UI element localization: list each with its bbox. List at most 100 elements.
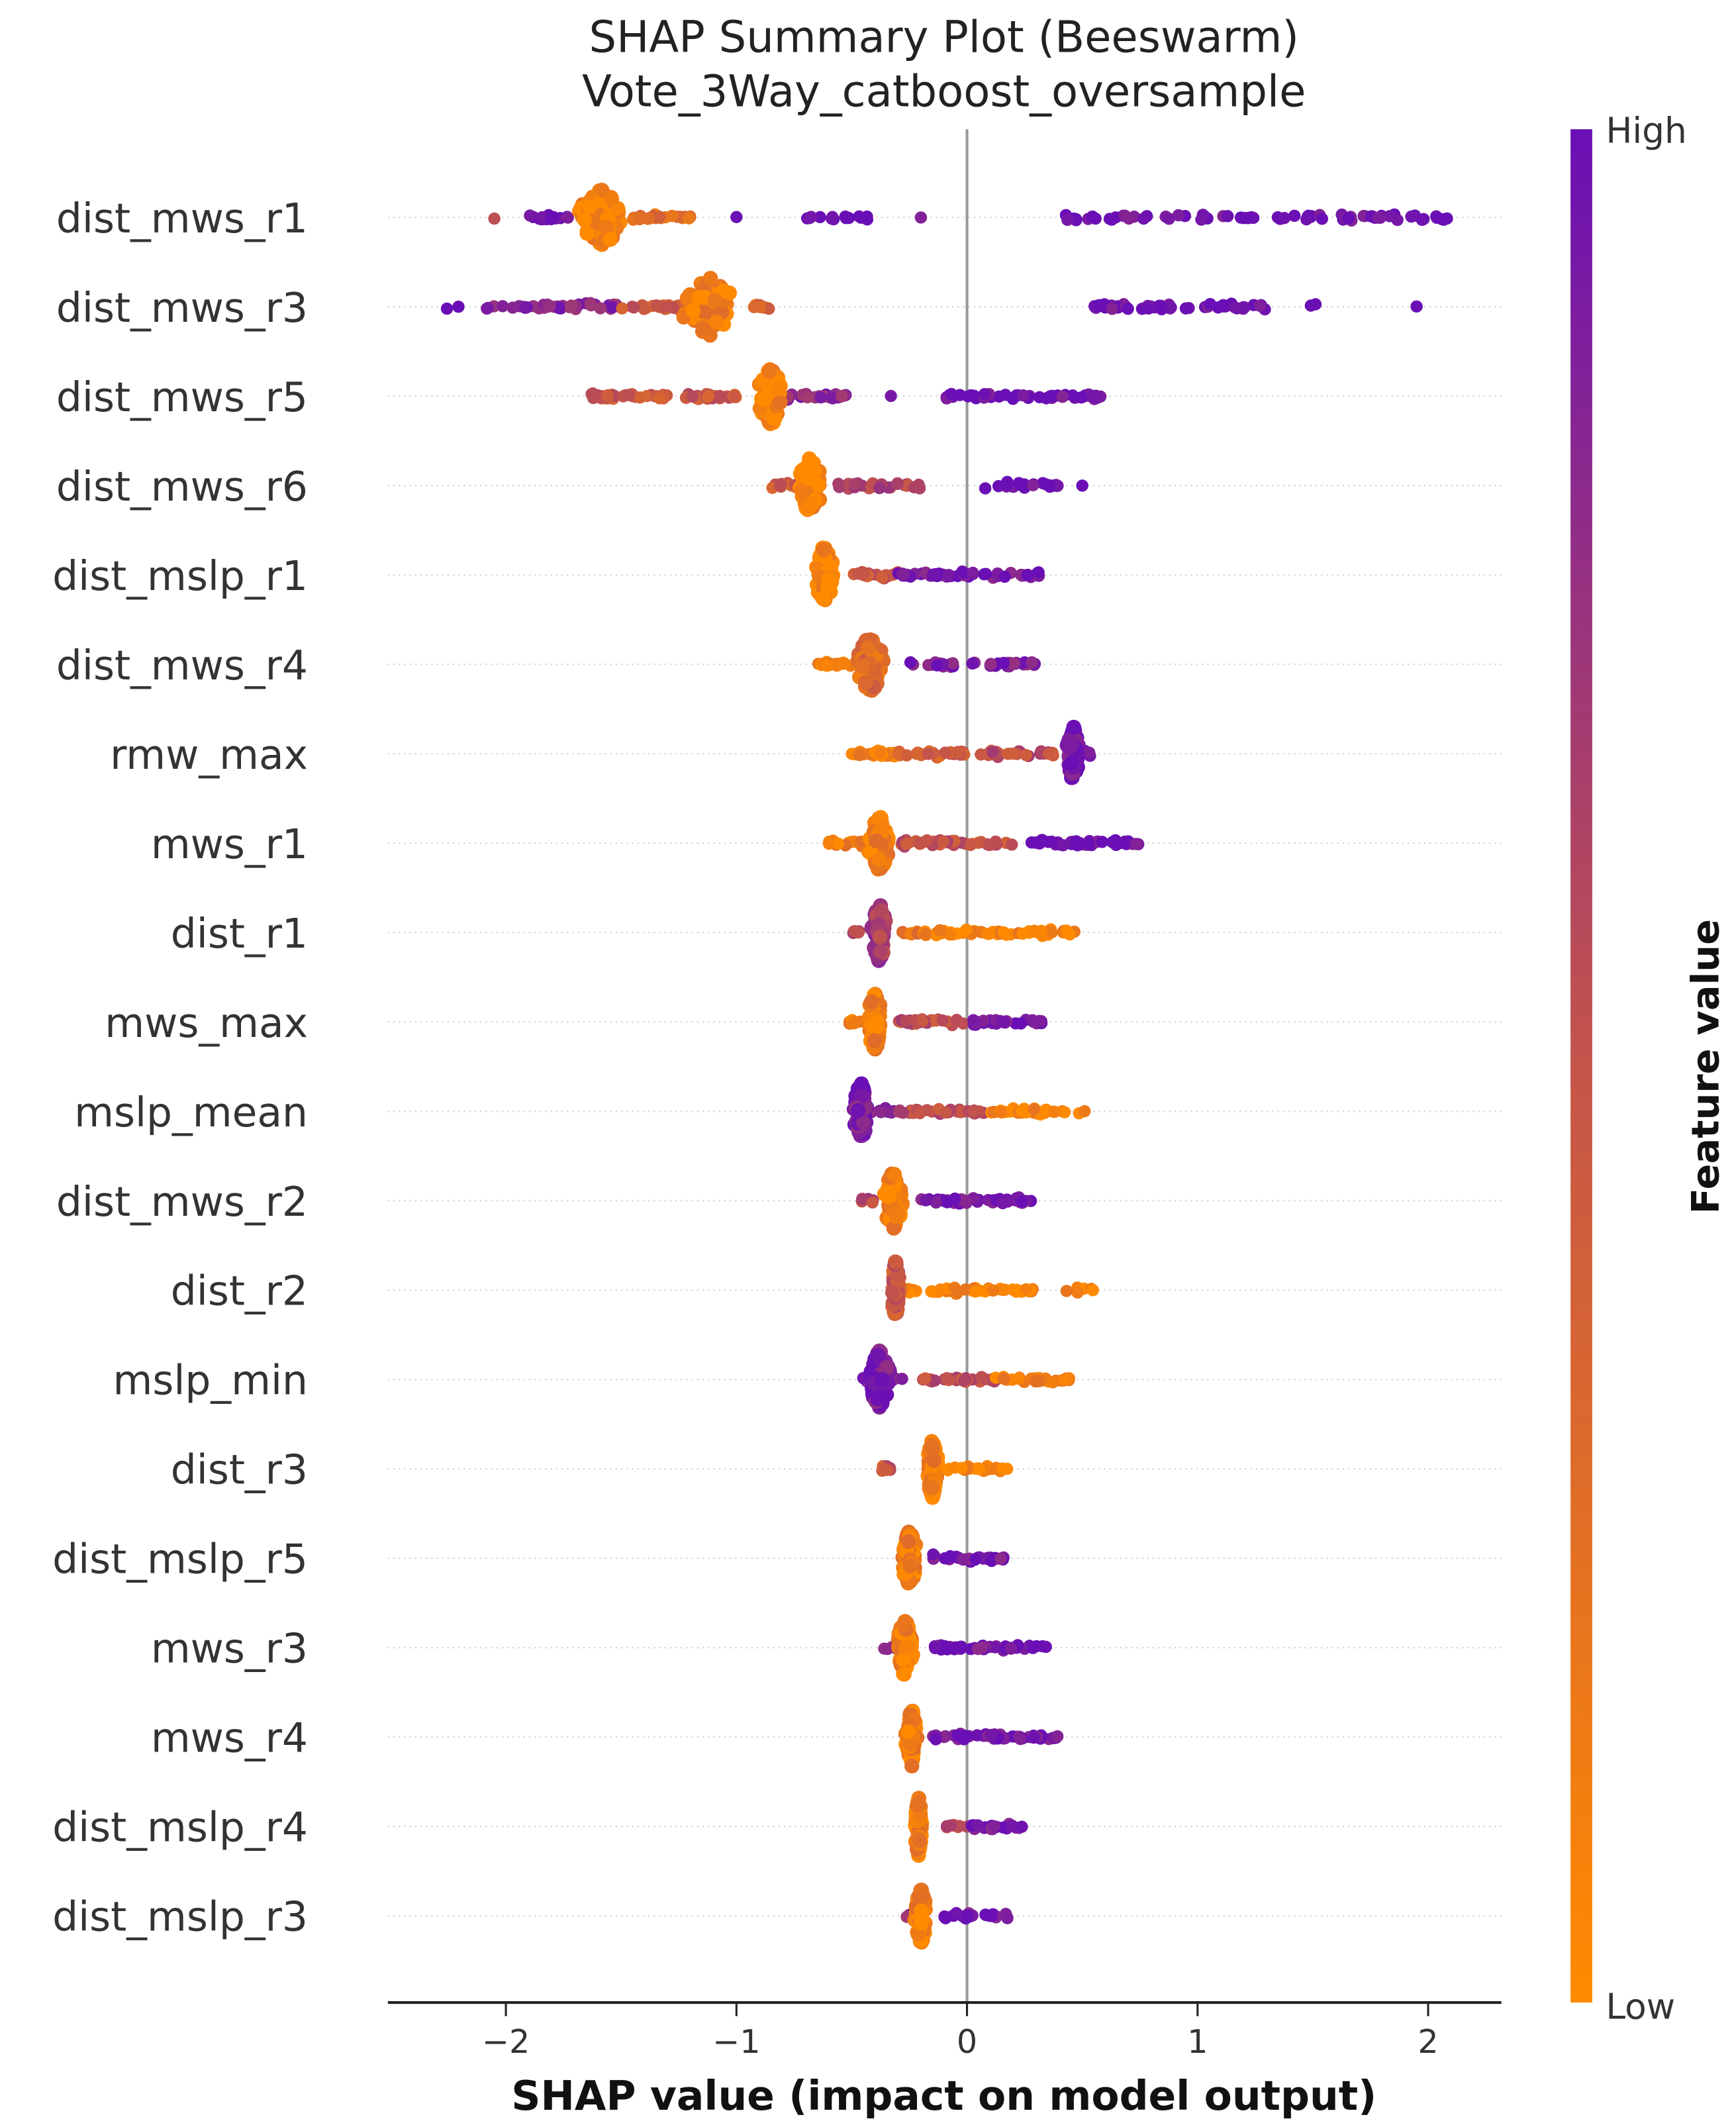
dot (872, 929, 888, 945)
dot (898, 1640, 914, 1656)
dot (869, 1018, 885, 1034)
dot (939, 746, 951, 759)
dot (1033, 391, 1046, 404)
dot (895, 1652, 911, 1667)
dot (685, 303, 701, 319)
dot (687, 390, 699, 403)
dot (1300, 213, 1313, 226)
dot (1005, 838, 1018, 851)
dot (440, 302, 454, 315)
dot (1016, 389, 1030, 402)
dot (946, 657, 959, 669)
feature-label: dist_r3 (171, 1447, 308, 1494)
dot (697, 304, 712, 320)
feature-swarm-dist_r3 (876, 1434, 1014, 1505)
dot (873, 481, 886, 495)
dot (967, 1014, 980, 1026)
dot (594, 302, 606, 315)
dot (987, 1284, 1000, 1297)
dot (803, 211, 816, 224)
dot (1048, 1105, 1061, 1118)
dot (1043, 480, 1057, 493)
dot (848, 924, 861, 938)
dot (870, 1348, 885, 1363)
dot (1179, 302, 1192, 315)
dot (916, 1014, 929, 1027)
dot (604, 191, 619, 207)
dot (996, 1462, 1009, 1475)
dot (481, 301, 494, 315)
dot (589, 391, 601, 404)
feature-swarm-rmw_max (845, 719, 1096, 785)
dot (904, 1758, 920, 1774)
feature-swarm-dist_mslp_r3 (900, 1882, 1014, 1950)
feature-label: dist_mslp_r4 (52, 1804, 308, 1852)
dot (867, 1033, 883, 1048)
feature-swarm-dist_r2 (885, 1254, 1099, 1322)
dot (1064, 756, 1079, 771)
dot (832, 477, 845, 490)
dot (921, 834, 934, 847)
colorbar-title: Feature value (1683, 919, 1727, 1214)
dot (869, 833, 884, 848)
dot (1056, 391, 1069, 403)
dot (1222, 210, 1234, 222)
dot (1026, 925, 1039, 938)
dot (1374, 211, 1386, 224)
x-tick-label: −1 (712, 2022, 760, 2061)
dot (924, 1480, 940, 1495)
dot (949, 1192, 961, 1205)
dot (943, 1550, 957, 1563)
dot (995, 1106, 1008, 1118)
dot (940, 1106, 952, 1119)
dot (911, 746, 924, 759)
dot (971, 1729, 984, 1742)
x-axis-ticks: −2 −1 0 1 2 (482, 2002, 1439, 2061)
dot (969, 1553, 982, 1565)
dot (824, 574, 840, 589)
feature-swarm-dist_mws_r1 (488, 182, 1453, 252)
dot (943, 928, 956, 941)
dot (853, 749, 866, 762)
dot (1090, 389, 1102, 402)
dot (942, 569, 955, 581)
dot (1106, 303, 1118, 315)
dot (853, 210, 865, 223)
dot (929, 1642, 941, 1655)
dot (951, 746, 964, 758)
dot (989, 1641, 1002, 1654)
dot (1086, 210, 1099, 223)
dot (997, 1283, 1010, 1297)
feature-label: dist_mws_r4 (56, 642, 308, 689)
dot (978, 387, 991, 401)
dot (1007, 657, 1020, 670)
dot (822, 837, 836, 850)
feature-label: mslp_min (113, 1358, 308, 1405)
dot (524, 209, 536, 222)
feature-swarm-dist_mslp_r1 (809, 540, 1045, 608)
dot (930, 1733, 942, 1746)
dot (1172, 209, 1185, 222)
dot (1016, 1195, 1028, 1208)
dot (1057, 1373, 1071, 1386)
dot (1061, 213, 1074, 226)
dot (881, 1463, 893, 1476)
dot (1012, 1372, 1026, 1385)
dot (922, 748, 935, 760)
feature-swarm-mslp_mean (846, 1076, 1091, 1144)
dot (1086, 1284, 1099, 1297)
dot (953, 1820, 966, 1832)
chart-subtitle: Vote_3Way_catboost_oversample (582, 66, 1306, 117)
dot (848, 477, 861, 491)
dot (1030, 1640, 1043, 1653)
dot (1237, 212, 1249, 224)
dot (1057, 839, 1069, 852)
dot (930, 1196, 943, 1209)
dot (988, 1820, 1000, 1833)
dot (713, 389, 726, 403)
dot (985, 1910, 998, 1922)
dot (903, 1736, 918, 1752)
dot (854, 1088, 869, 1104)
dot (1001, 1912, 1014, 1924)
dot (875, 1106, 887, 1118)
